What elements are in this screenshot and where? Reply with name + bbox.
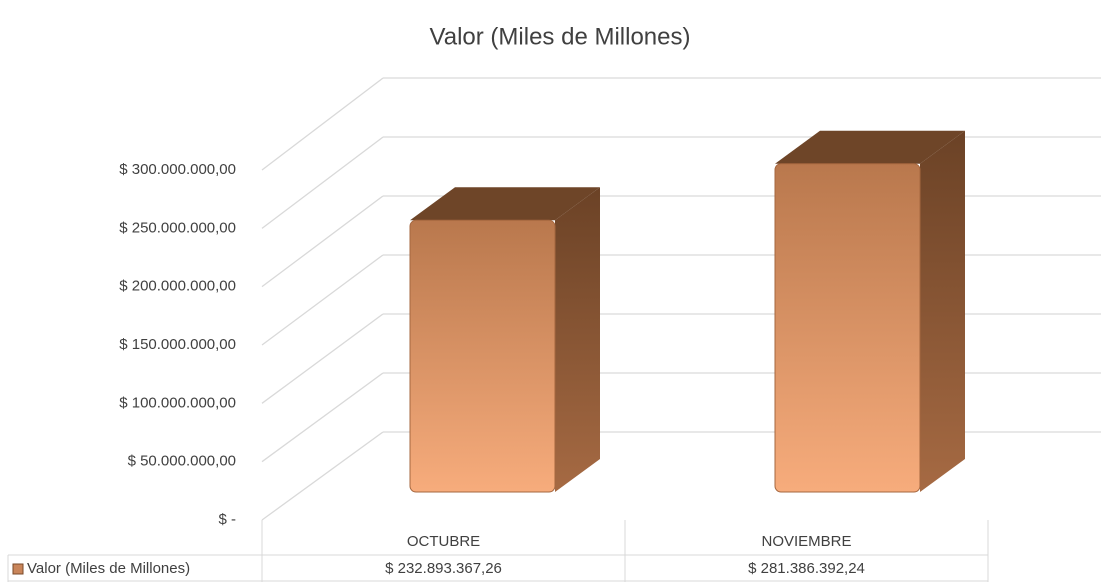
grid-line xyxy=(261,136,384,229)
y-tick-label: $ - xyxy=(218,511,236,528)
y-tick-label: $ 100.000.000,00 xyxy=(119,394,236,411)
bar xyxy=(409,187,600,493)
x-tick-label: OCTUBRE xyxy=(407,533,480,550)
y-tick-label: $ 150.000.000,00 xyxy=(119,336,236,353)
legend-label: Valor (Miles de Millones) xyxy=(27,560,190,577)
y-tick-label: $ 250.000.000,00 xyxy=(119,219,236,236)
grid-line xyxy=(261,195,384,288)
x-tick-label: NOVIEMBRE xyxy=(761,533,851,550)
y-tick-label: $ 200.000.000,00 xyxy=(119,278,236,295)
y-tick-label: $ 50.000.000,00 xyxy=(128,453,236,470)
grid-line xyxy=(261,254,384,346)
grid-line xyxy=(261,77,384,171)
grid-line xyxy=(261,313,384,404)
chart-title: Valor (Miles de Millones) xyxy=(430,23,691,50)
grid-line xyxy=(261,372,384,463)
legend-key xyxy=(12,563,24,575)
bar xyxy=(774,130,965,493)
table-value: $ 281.386.392,24 xyxy=(748,560,865,577)
table-value: $ 232.893.367,26 xyxy=(385,560,502,577)
y-tick-label: $ 300.000.000,00 xyxy=(119,161,236,178)
grid-line xyxy=(261,431,384,521)
